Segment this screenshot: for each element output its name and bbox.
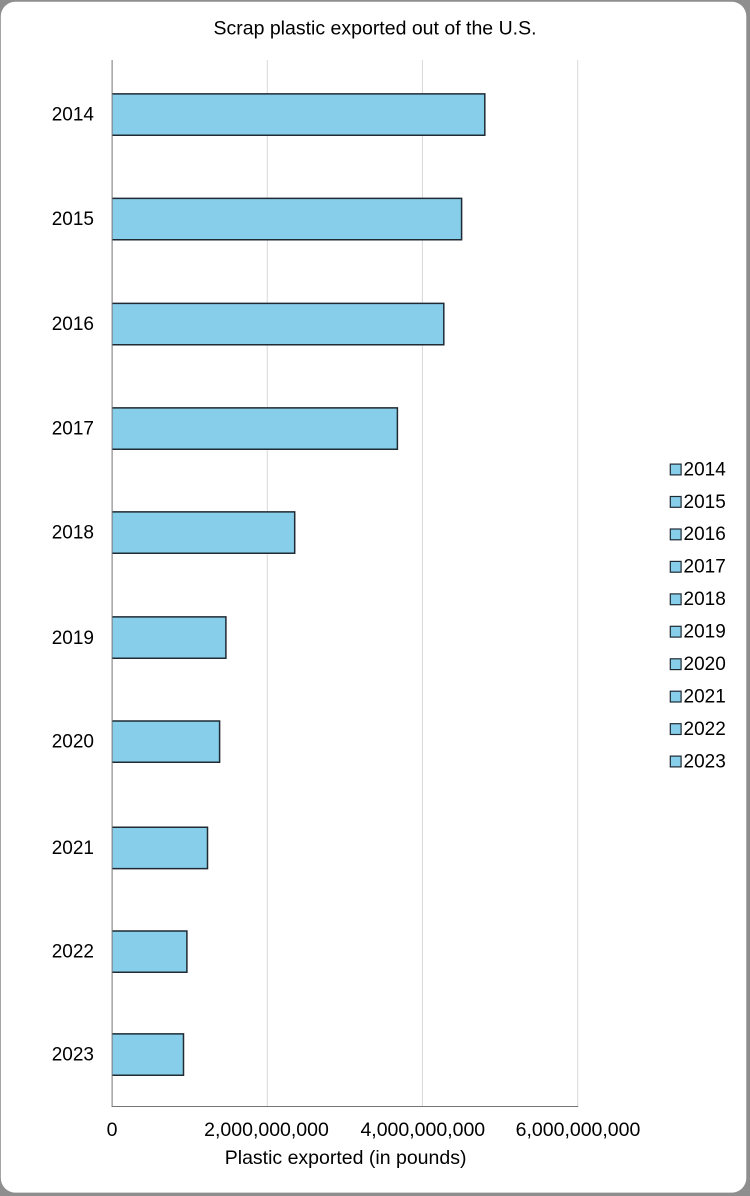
svg-text:2016: 2016 (52, 314, 94, 335)
svg-text:2021: 2021 (52, 838, 94, 859)
svg-text:Plastic exported (in pounds): Plastic exported (in pounds) (225, 1147, 467, 1169)
svg-text:2017: 2017 (684, 557, 726, 578)
svg-text:2015: 2015 (684, 492, 726, 513)
svg-text:2014: 2014 (684, 459, 727, 480)
svg-text:2021: 2021 (684, 687, 726, 708)
svg-text:2023: 2023 (684, 751, 726, 772)
svg-text:2,000,000,000: 2,000,000,000 (204, 1119, 329, 1141)
svg-text:6,000,000,000: 6,000,000,000 (516, 1119, 641, 1141)
svg-text:2018: 2018 (52, 523, 94, 544)
svg-text:2020: 2020 (684, 654, 726, 675)
svg-text:4,000,000,000: 4,000,000,000 (360, 1119, 485, 1141)
svg-text:2018: 2018 (684, 589, 726, 610)
svg-text:2020: 2020 (52, 732, 94, 753)
svg-text:Scrap plastic exported out of: Scrap plastic exported out of the U.S. (213, 18, 536, 40)
svg-text:2016: 2016 (684, 524, 726, 545)
svg-text:0: 0 (107, 1119, 118, 1141)
svg-text:2017: 2017 (52, 419, 94, 440)
svg-text:2022: 2022 (52, 942, 94, 963)
svg-text:2019: 2019 (52, 628, 94, 649)
svg-text:2014: 2014 (52, 105, 95, 126)
svg-text:2015: 2015 (52, 209, 94, 230)
svg-text:2023: 2023 (52, 1045, 94, 1066)
svg-text:2022: 2022 (684, 719, 726, 740)
svg-text:2019: 2019 (684, 622, 726, 643)
